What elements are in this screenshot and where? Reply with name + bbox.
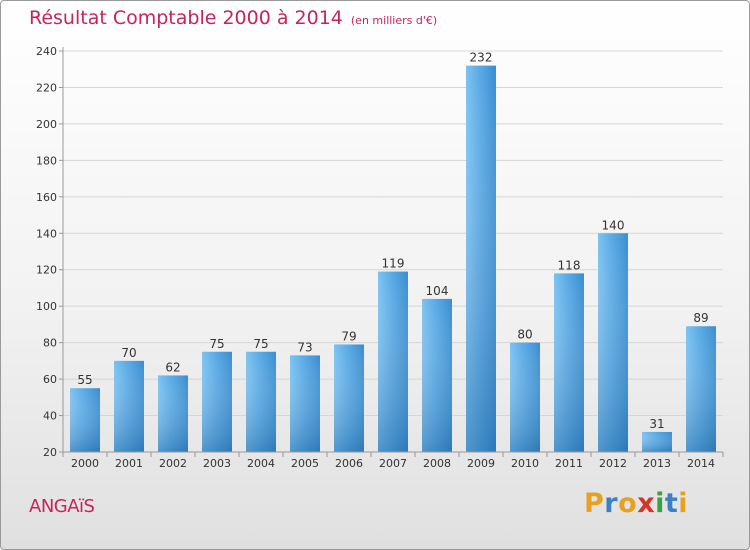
bar-shade-2004 <box>246 351 276 452</box>
chart-title: Résultat Comptable 2000 à 2014 (en millie… <box>29 7 437 29</box>
logo-letter-0: P <box>584 488 605 519</box>
y-tick-label-120: 120 <box>36 264 57 277</box>
x-tick-label-2001: 2001 <box>115 457 143 470</box>
data-label-2007: 119 <box>382 257 405 271</box>
y-tick-label-220: 220 <box>36 81 57 94</box>
chart-title-unit: (en milliers d'€) <box>350 14 438 27</box>
y-tick-label-80: 80 <box>43 337 57 350</box>
data-label-2001: 70 <box>121 346 136 360</box>
bar-shade-2012 <box>598 233 628 452</box>
data-label-2011: 118 <box>558 258 581 272</box>
y-tick-label-160: 160 <box>36 191 57 204</box>
data-label-2014: 89 <box>693 311 708 325</box>
data-label-2003: 75 <box>209 337 224 351</box>
data-label-2008: 104 <box>426 284 449 298</box>
bar-shade-2000 <box>70 388 100 452</box>
x-tick-label-2012: 2012 <box>599 457 627 470</box>
x-tick-label-2011: 2011 <box>555 457 583 470</box>
x-tick-label-2009: 2009 <box>467 457 495 470</box>
bar-shade-2001 <box>114 360 144 452</box>
data-label-2010: 80 <box>517 328 532 342</box>
data-label-2004: 75 <box>253 337 268 351</box>
data-label-2000: 55 <box>77 373 92 387</box>
bar-shade-2011 <box>554 273 584 452</box>
x-tick-label-2000: 2000 <box>71 457 99 470</box>
x-tick-label-2004: 2004 <box>247 457 275 470</box>
bar-shade-2002 <box>158 375 188 452</box>
y-tick-label-240: 240 <box>36 45 57 58</box>
logo-letter-3: x <box>637 488 656 519</box>
logo-letter-2: o <box>618 488 638 519</box>
chart-title-main: Résultat Comptable 2000 à 2014 <box>29 7 343 29</box>
y-tick-label-180: 180 <box>36 154 57 167</box>
bar-shade-2007 <box>378 271 408 452</box>
bar-shade-2014 <box>686 326 716 452</box>
proxiti-logo[interactable]: Proxiti <box>584 488 688 519</box>
logo-letter-6: i <box>678 488 689 519</box>
y-tick-label-20: 20 <box>43 446 57 459</box>
data-label-2006: 79 <box>341 329 356 343</box>
y-tick-label-100: 100 <box>36 300 57 313</box>
logo-letter-4: i <box>655 488 665 519</box>
bar-shade-2009 <box>466 65 496 452</box>
x-tick-label-2005: 2005 <box>291 457 319 470</box>
bar-shade-2006 <box>334 344 364 452</box>
bar-shade-2010 <box>510 342 540 452</box>
x-tick-label-2010: 2010 <box>511 457 539 470</box>
axis-layer: 20 40 60 80 100 120 140 160 180 200 220 240 2000 2001… <box>36 45 724 470</box>
x-tick-label-2007: 2007 <box>379 457 407 470</box>
bar-shade-2005 <box>290 355 320 452</box>
bar-shade-2013 <box>642 431 672 452</box>
x-tick-label-2014: 2014 <box>687 457 715 470</box>
bar-shade-2008 <box>422 298 452 452</box>
data-label-2005: 73 <box>297 340 312 354</box>
logo-letter-1: r <box>604 488 619 519</box>
y-tick-label-60: 60 <box>43 373 57 386</box>
x-tick-label-2006: 2006 <box>335 457 363 470</box>
commune-name: ANGAïS <box>29 496 95 517</box>
y-tick-label-140: 140 <box>36 227 57 240</box>
data-label-2009: 232 <box>470 51 493 65</box>
bar-shade-2003 <box>202 351 232 452</box>
x-tick-label-2013: 2013 <box>643 457 671 470</box>
logo-letter-5: t <box>664 488 679 519</box>
data-label-2013: 31 <box>649 417 664 431</box>
x-tick-label-2002: 2002 <box>159 457 187 470</box>
data-label-2002: 62 <box>165 360 180 374</box>
x-tick-label-2008: 2008 <box>423 457 451 470</box>
y-tick-label-200: 200 <box>36 118 57 131</box>
bar-layer: 55 70 62 75 75 73 79 119 104 232 80 118 140 31 89 <box>70 51 716 452</box>
x-tick-label-2003: 2003 <box>203 457 231 470</box>
y-tick-label-40: 40 <box>43 410 57 423</box>
data-label-2012: 140 <box>602 218 625 232</box>
